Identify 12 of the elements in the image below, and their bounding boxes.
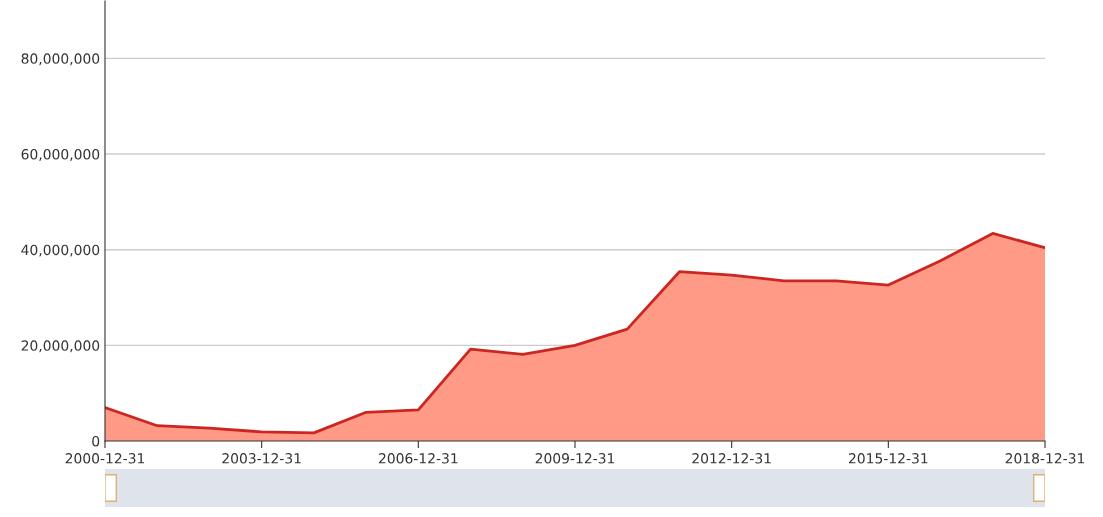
x-tick-label: 2012-12-31 [692,453,771,464]
x-tick-label: 2003-12-31 [222,453,301,464]
y-tick-label: 80,000,000 [21,53,100,66]
x-tick-label: 2015-12-31 [848,453,928,464]
x-tick-label: 2009-12-31 [535,453,615,464]
x-tick-label: 2006-12-31 [378,453,458,464]
y-tick-label: 60,000,000 [21,149,100,161]
x-tick-label: 2000-12-31 [65,453,145,464]
x-tick-label: 2018-12-31 [1005,453,1085,464]
y-tick-label: 0 [92,435,100,447]
y-tick-label: 20,000,000 [21,340,100,353]
y-tick-label: 40,000,000 [21,244,100,257]
